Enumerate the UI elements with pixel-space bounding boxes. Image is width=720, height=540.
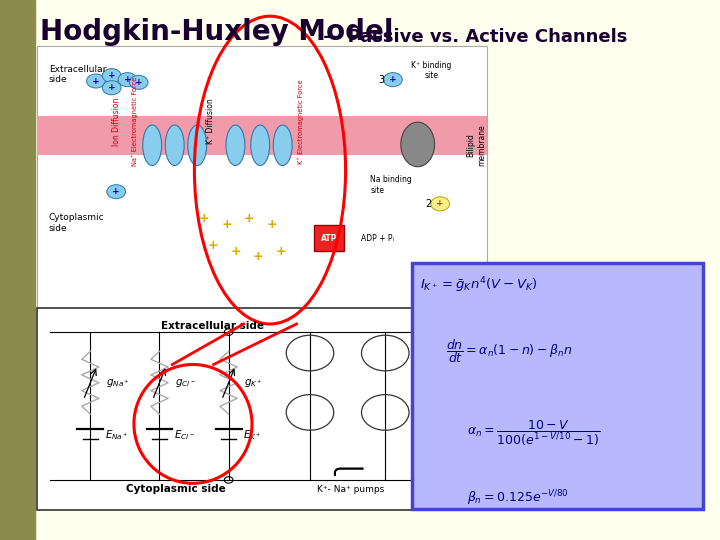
Bar [37,135,487,156]
Text: +: + [436,199,444,208]
Text: Na binding
site: Na binding site [371,176,412,195]
Text: +: + [108,71,115,80]
Text: K⁺- Na⁺ pumps: K⁺- Na⁺ pumps [317,485,384,494]
Ellipse shape [401,122,435,167]
Circle shape [118,72,137,86]
Ellipse shape [251,125,269,165]
Text: $I_{K^+} = \bar{g}_K n^4 (V - V_K)$: $I_{K^+} = \bar{g}_K n^4 (V - V_K)$ [420,275,538,295]
Bar [37,308,444,510]
Text: 2: 2 [425,199,431,209]
Text: +: + [221,218,232,231]
Circle shape [102,69,121,83]
Text: Extracellular side: Extracellular side [161,321,264,331]
Text: +: + [112,187,120,196]
Circle shape [130,76,148,89]
Text: Extracellular
side: Extracellular side [49,65,106,84]
Text: ATP: ATP [321,234,338,242]
Circle shape [431,197,449,211]
Bar [0,0,35,540]
Ellipse shape [226,125,245,165]
Bar [37,46,487,316]
Text: $g_{Na^+}$: $g_{Na^+}$ [106,377,130,389]
Bar [314,225,344,251]
Circle shape [102,80,121,95]
Text: K⁺ binding
site: K⁺ binding site [411,60,451,80]
Text: 3: 3 [378,75,384,85]
Text: +: + [92,77,100,85]
Text: — Passive vs. Active Channels: — Passive vs. Active Channels [317,28,627,46]
Ellipse shape [166,125,184,165]
Ellipse shape [274,125,292,165]
Text: $E_{Na^+}$: $E_{Na^+}$ [104,428,128,442]
Text: +: + [124,75,131,84]
Text: +: + [243,212,254,225]
Text: K⁺ Diffusion: K⁺ Diffusion [206,99,215,144]
Text: $g_{Cl^-}$: $g_{Cl^-}$ [175,377,197,389]
Text: $g_{K^+}$: $g_{K^+}$ [245,377,263,389]
Ellipse shape [143,125,161,165]
Text: +: + [253,250,264,263]
Bar [37,116,487,136]
Text: +: + [199,212,210,225]
Text: +: + [207,239,218,252]
Text: +: + [275,245,286,258]
Text: Hodgkin-Huxley Model: Hodgkin-Huxley Model [40,18,393,46]
Circle shape [86,74,105,88]
Text: $\alpha_n = \dfrac{10 - V}{100(e^{1-V/10} - 1)}$: $\alpha_n = \dfrac{10 - V}{100(e^{1-V/10… [467,418,600,448]
Text: Bilipid
membrane: Bilipid membrane [467,124,486,166]
Text: Ion Diffusion: Ion Diffusion [112,97,121,146]
Ellipse shape [188,125,207,165]
Text: $E_{Cl^-}$: $E_{Cl^-}$ [174,428,195,442]
Text: +: + [389,75,397,84]
Text: +: + [266,218,276,231]
Text: Na⁺ Electromagnetic Force: Na⁺ Electromagnetic Force [131,77,138,166]
Text: +: + [230,245,240,258]
Text: +: + [108,83,115,92]
Text: $E_{K^+}$: $E_{K^+}$ [243,428,261,442]
Text: $\dfrac{dn}{dt} = \alpha_n (1-n) - \beta_n n$: $\dfrac{dn}{dt} = \alpha_n (1-n) - \beta… [446,338,572,366]
Circle shape [107,185,125,199]
Text: ⎫: ⎫ [332,456,361,475]
Circle shape [384,72,402,86]
Bar [412,263,703,509]
Text: ADP + Pᵢ: ADP + Pᵢ [361,234,395,244]
Text: Cytoplasmic
side: Cytoplasmic side [49,213,104,233]
Text: K⁺ Electromagnetic Force: K⁺ Electromagnetic Force [297,79,304,164]
Text: +: + [135,78,143,87]
Text: $\beta_n = 0.125 e^{-V/80}$: $\beta_n = 0.125 e^{-V/80}$ [467,489,569,508]
Text: Cytoplasmic side: Cytoplasmic side [126,484,225,494]
